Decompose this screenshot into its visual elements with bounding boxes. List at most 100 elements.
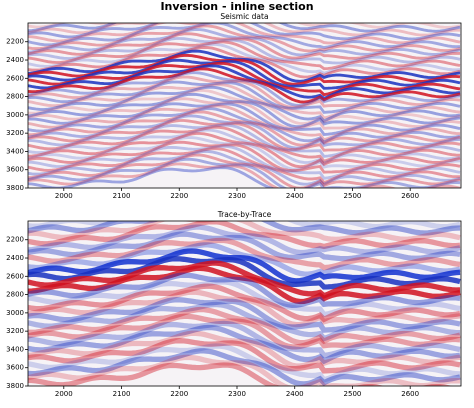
plot-frame <box>27 220 462 387</box>
reflector <box>28 85 461 123</box>
reflector <box>28 140 461 174</box>
reflector <box>28 42 461 75</box>
reflector <box>28 338 461 374</box>
x-tick-label: 2000 <box>55 390 73 398</box>
reflector <box>28 297 461 333</box>
reflector <box>28 24 461 53</box>
reflector <box>28 260 461 299</box>
reflector <box>28 283 461 323</box>
y-tick-label: 2200 <box>6 38 24 46</box>
reflector <box>28 330 461 369</box>
reflector <box>28 272 461 308</box>
y-tick-label: 3800 <box>6 382 24 390</box>
x-tick-label: 2600 <box>401 390 419 398</box>
x-tick-label: 2000 <box>55 192 73 200</box>
reflector <box>28 265 461 305</box>
reflector <box>28 88 461 126</box>
x-tick-label: 2500 <box>344 390 362 398</box>
x-tick-label: 2300 <box>228 390 246 398</box>
reflector <box>28 147 460 185</box>
reflector <box>28 231 461 262</box>
reflector <box>28 58 461 90</box>
reflector <box>28 104 461 142</box>
reflector <box>28 150 461 187</box>
y-tick-label: 3400 <box>6 147 24 155</box>
reflector <box>28 221 461 230</box>
reflector <box>28 136 461 171</box>
seismic-image <box>28 23 461 188</box>
reflector <box>28 107 461 144</box>
y-tick-label: 2800 <box>6 93 24 101</box>
reflector <box>28 71 461 107</box>
y-tick-label: 3200 <box>6 327 24 335</box>
y-tick-label: 2800 <box>6 291 24 299</box>
reflector <box>28 279 461 318</box>
reflector <box>28 97 461 130</box>
reflector <box>28 23 461 33</box>
seismic-image <box>28 221 461 386</box>
reflector <box>28 289 461 328</box>
reflector <box>28 61 461 97</box>
reflector <box>28 306 461 346</box>
y-tick-label: 3600 <box>6 166 24 174</box>
reflector <box>28 119 461 152</box>
reflector <box>28 224 461 256</box>
reflector <box>28 343 461 383</box>
reflector <box>28 32 461 60</box>
y-tick-label: 2400 <box>6 254 24 262</box>
reflector <box>28 114 461 150</box>
y-tick-label: 2600 <box>6 272 24 280</box>
reflector <box>28 221 461 250</box>
reflector <box>28 157 461 188</box>
x-tick-label: 2200 <box>170 192 188 200</box>
reflector <box>28 92 461 129</box>
reflector <box>28 153 461 188</box>
reflector <box>28 110 461 147</box>
reflector <box>28 248 461 284</box>
x-tick-label: 2100 <box>113 192 131 200</box>
reflector <box>28 354 461 386</box>
y-tick-label: 3200 <box>6 129 24 137</box>
reflector <box>28 320 461 359</box>
plot-frame <box>27 22 462 189</box>
x-tick-label: 2600 <box>401 192 419 200</box>
reflector <box>28 37 461 65</box>
plot-background <box>28 23 461 188</box>
reflector <box>28 23 460 37</box>
reflector <box>28 23 461 41</box>
plot-background <box>28 221 461 386</box>
reflector <box>28 83 461 120</box>
reflector <box>28 144 461 180</box>
reflector <box>28 128 461 166</box>
reflector <box>28 301 460 342</box>
reflector <box>28 67 461 104</box>
reflector <box>28 221 461 243</box>
reflector <box>28 162 461 188</box>
x-tick-label: 2400 <box>286 192 304 200</box>
reflector <box>28 64 461 101</box>
x-tick-label: 2400 <box>286 390 304 398</box>
y-tick-label: 3800 <box>6 184 24 192</box>
reflector <box>28 362 453 386</box>
reflector <box>28 53 461 86</box>
reflector <box>28 28 461 57</box>
reflector <box>28 132 461 169</box>
reflector <box>28 23 461 50</box>
y-tick-label: 2400 <box>6 56 24 64</box>
reflector <box>28 123 461 158</box>
y-tick-label: 3600 <box>6 364 24 372</box>
reflector <box>28 80 461 114</box>
reflector <box>28 324 461 365</box>
reflector <box>28 256 461 290</box>
reflector <box>28 75 461 109</box>
x-tick-label: 2300 <box>228 192 246 200</box>
figure-title: Inversion - inline section <box>160 0 313 13</box>
reflector <box>28 166 275 188</box>
reflector <box>28 221 461 236</box>
reflector <box>28 40 461 71</box>
y-tick-label: 2200 <box>6 236 24 244</box>
x-tick-label: 2500 <box>344 192 362 200</box>
reflector <box>28 102 461 136</box>
y-tick-label: 3000 <box>6 309 24 317</box>
x-tick-label: 2100 <box>113 390 131 398</box>
